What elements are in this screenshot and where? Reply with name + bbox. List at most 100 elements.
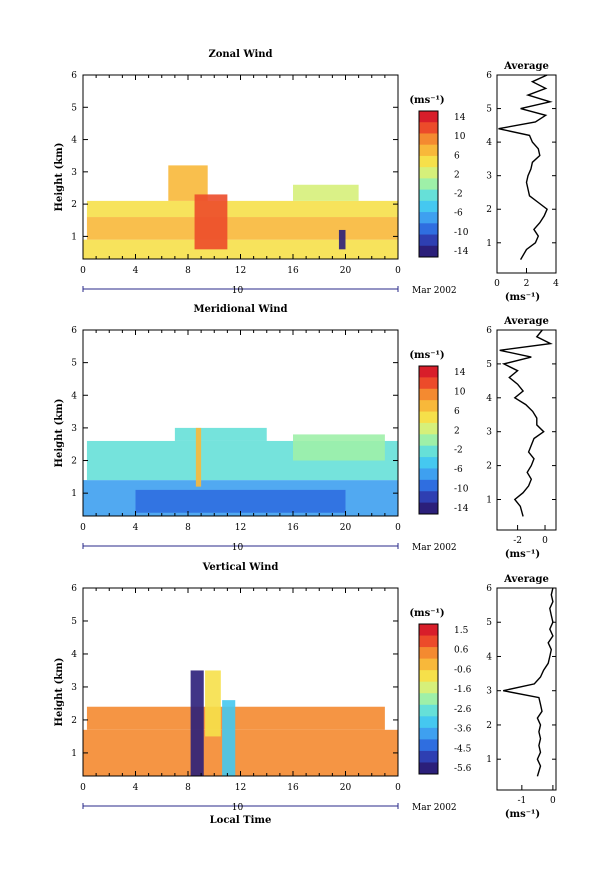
- profile-line: [498, 74, 553, 260]
- y-tick-label: 3: [71, 683, 77, 693]
- y-tick-label: 4: [71, 136, 77, 146]
- colorbar-swatch: [419, 434, 438, 447]
- profile-y-tick-label: 4: [486, 652, 492, 662]
- colorbar-tick-label: 14: [454, 113, 466, 123]
- colorbar-swatch: [419, 750, 438, 763]
- heatmap-cell: [83, 729, 398, 776]
- heatmap-cell: [293, 434, 385, 461]
- colorbar-swatch: [419, 658, 438, 671]
- colorbar-swatch: [419, 457, 438, 469]
- colorbar-tick-label: -2: [454, 446, 463, 456]
- heatmap-cell: [222, 700, 236, 776]
- colorbar-unit: (ms⁻¹): [409, 350, 444, 361]
- profile-y-tick-label: 5: [486, 360, 492, 370]
- heatmap-cell: [194, 194, 228, 250]
- heatmap-cell: [293, 184, 359, 201]
- profile-title: Average: [503, 61, 549, 72]
- colorbar-swatch: [419, 133, 438, 146]
- colorbar-swatch: [419, 366, 438, 378]
- profile-x-tick-label: 0: [494, 279, 500, 289]
- colorbar-swatch: [419, 111, 438, 123]
- colorbar-tick-label: -1.6: [454, 685, 472, 695]
- colorbar-frame: [418, 365, 439, 515]
- colorbar-swatch: [419, 422, 438, 435]
- panel-title: Meridional Wind: [193, 304, 287, 315]
- colorbar-swatch: [419, 400, 438, 413]
- colorbar-tick-label: -3.6: [454, 725, 472, 735]
- colorbar-swatch: [419, 223, 438, 236]
- profile-y-tick-label: 6: [486, 584, 492, 594]
- profile-y-tick-label: 6: [486, 326, 492, 336]
- colorbar-swatch: [419, 377, 438, 390]
- y-tick-label: 2: [71, 200, 77, 210]
- panel-title: Zonal Wind: [208, 49, 272, 60]
- profile-y-tick-label: 3: [486, 428, 492, 438]
- profile-x-tick-label: 0: [550, 796, 556, 806]
- colorbar-swatch: [419, 635, 438, 648]
- colorbar-tick-label: -10: [454, 485, 469, 495]
- colorbar-tick-label: 1.5: [454, 626, 469, 636]
- x-tick-label: 0: [80, 266, 86, 276]
- y-tick-label: 1: [71, 232, 77, 242]
- heatmap-cell: [86, 200, 398, 218]
- colorbar-swatch: [419, 212, 438, 224]
- x-tick-label: 20: [340, 523, 352, 533]
- y-axis-label: Height (km): [54, 399, 65, 468]
- y-tick-label: 4: [71, 650, 77, 660]
- colorbar-tick-label: 14: [454, 368, 466, 378]
- heatmap-coverage: [83, 670, 398, 776]
- heatmap-cell: [86, 217, 398, 240]
- colorbar-frame: [418, 623, 439, 775]
- heatmap-coverage: [83, 427, 398, 516]
- colorbar-tick-label: 2: [454, 170, 460, 180]
- profile-title: Average: [503, 574, 549, 585]
- profile-x-tick-label: 0: [542, 536, 548, 546]
- profile-x-tick-label: 4: [553, 279, 559, 289]
- profile-line: [503, 587, 554, 777]
- x-tick-label: 4: [133, 266, 139, 276]
- colorbar-tick-label: -2: [454, 190, 463, 200]
- colorbar-swatch: [419, 388, 438, 401]
- colorbar-swatch: [419, 178, 438, 191]
- y-tick-label: 6: [71, 71, 77, 81]
- x-axis-label: Local Time: [210, 815, 272, 826]
- x-tick-label: 16: [287, 783, 299, 793]
- heatmap-cell: [83, 239, 398, 259]
- y-tick-label: 4: [71, 391, 77, 401]
- y-tick-label: 2: [71, 457, 77, 467]
- colorbar-tick-label: -6: [454, 209, 463, 219]
- profile-x-label: (ms⁻¹): [505, 549, 540, 560]
- day-label: 10: [232, 543, 244, 553]
- colorbar-tick-label: -14: [454, 247, 469, 257]
- x-tick-label: 8: [185, 523, 191, 533]
- heatmap-coverage: [83, 165, 398, 259]
- profile-y-tick-label: 1: [486, 755, 492, 765]
- heatmap-cell: [174, 427, 267, 441]
- profile-y-tick-label: 5: [486, 105, 492, 115]
- x-tick-label: 12: [235, 783, 246, 793]
- y-tick-label: 6: [71, 326, 77, 336]
- colorbar-swatch: [419, 200, 438, 213]
- colorbar-swatch: [419, 647, 438, 660]
- profile-x-tick-label: -2: [513, 536, 522, 546]
- colorbar-tick-label: 10: [454, 132, 466, 142]
- colorbar-swatch: [419, 167, 438, 179]
- x-tick-label: 0: [80, 783, 86, 793]
- x-tick-label: 0: [395, 266, 401, 276]
- x-tick-label: 8: [185, 783, 191, 793]
- profile-line: [499, 329, 553, 517]
- colorbar-swatch: [419, 727, 438, 740]
- x-tick-label: 0: [395, 783, 401, 793]
- heatmap-cell: [86, 706, 385, 730]
- colorbar-swatch: [419, 704, 438, 717]
- colorbar-swatch: [419, 144, 438, 157]
- colorbar-swatch: [419, 445, 438, 458]
- colorbar-swatch: [419, 411, 438, 424]
- x-tick-label: 0: [395, 523, 401, 533]
- colorbar-swatch: [419, 491, 438, 504]
- colorbar-swatch: [419, 189, 438, 202]
- colorbar-swatch: [419, 479, 438, 492]
